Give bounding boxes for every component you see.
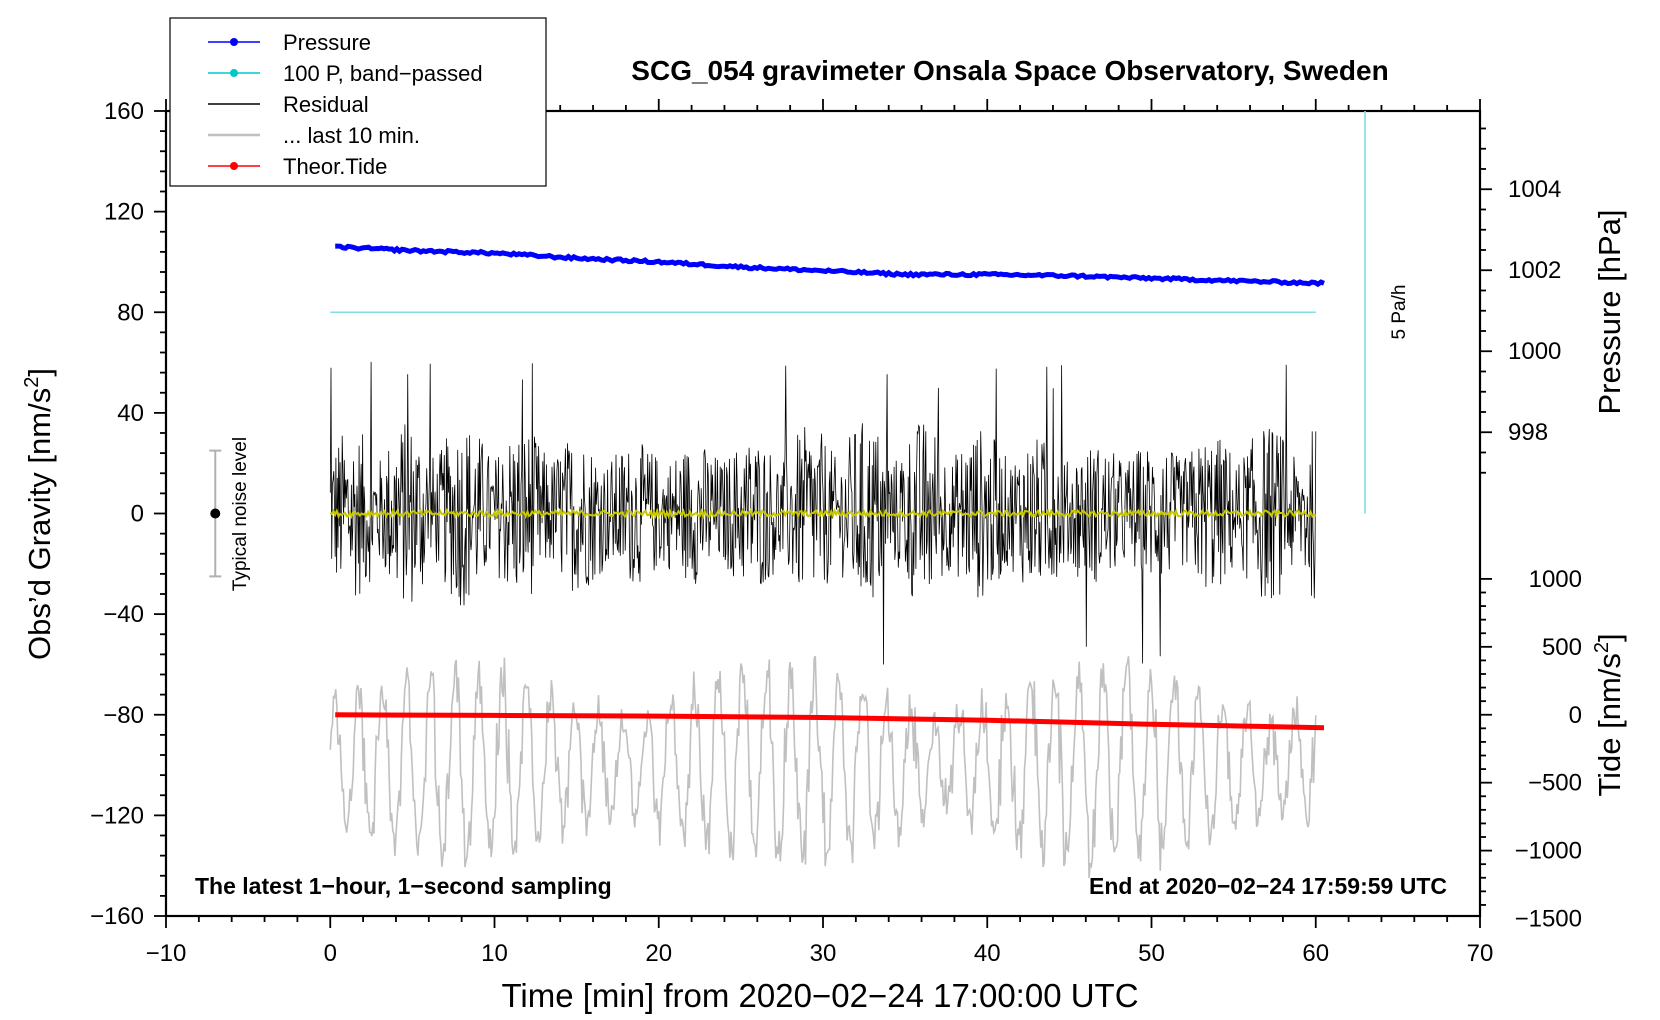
y-axis-label-left-end: ]: [22, 368, 57, 377]
y-axis-label-left: Obs’d Gravity [nm/s2]: [21, 368, 57, 660]
tide-tick-label: −1500: [1515, 906, 1582, 933]
series-layer: [209, 111, 1366, 879]
legend-entry-label: 100 P, band−passed: [283, 61, 483, 86]
noise-bar-center-dot: [210, 508, 221, 519]
noise-level-label: Typical noise level: [230, 437, 251, 591]
pressure-series-line: [335, 243, 1325, 288]
y-tick-label: 120: [104, 199, 144, 226]
y-tick-label: 40: [117, 400, 144, 427]
last-10-min-series-line: [329, 655, 1317, 879]
chart-title: SCG_054 gravimeter Onsala Space Observat…: [631, 55, 1388, 86]
legend-box: [169, 17, 547, 187]
rate-label: 5 Pa/h: [1389, 285, 1410, 340]
legend-entry-label: Residual: [283, 92, 369, 117]
y-tick-label: 160: [104, 98, 144, 125]
legend-entry-label: Pressure: [283, 30, 371, 55]
y-axis-label-left-sup: 2: [21, 377, 43, 388]
legend-entry-label: ... last 10 min.: [283, 123, 420, 148]
axes-layer: −10 0 10 20 30 40 50 60 70 160 120 80 40 0 −40 −80 −120 −…: [90, 98, 1582, 967]
legend-entry-label: Theor.Tide: [283, 154, 387, 179]
x-tick-label: 0: [324, 940, 337, 967]
x-tick-label: 20: [645, 940, 672, 967]
y-tick-label: −160: [90, 903, 144, 930]
pressure-axis-label: Pressure [hPa]: [1592, 209, 1627, 414]
legend-swatch-marker: [230, 38, 238, 46]
tide-tick-label: −500: [1528, 770, 1582, 797]
pressure-tick-label: 1004: [1508, 176, 1561, 203]
tide-tick-label: −1000: [1515, 838, 1582, 865]
legend-swatch-marker: [230, 69, 238, 77]
tide-series-line: [335, 712, 1325, 731]
pressure-tick-label: 1000: [1508, 338, 1561, 365]
y-tick-label: −40: [103, 601, 144, 628]
residual-smoothed-series-line: [329, 507, 1317, 520]
x-tick-label: 50: [1138, 940, 1165, 967]
tide-axis-label: Tide [nm/s2]: [1591, 633, 1627, 796]
tide-tick-label: 1000: [1529, 566, 1582, 593]
x-tick-label: 70: [1467, 940, 1494, 967]
x-tick-label: −10: [146, 940, 187, 967]
annotation-end-time: End at 2020−02−24 17:59:59 UTC: [1089, 873, 1447, 899]
x-tick-label: 40: [974, 940, 1001, 967]
legend-swatch-marker: [230, 162, 238, 170]
y-tick-label: 0: [131, 501, 144, 528]
pressure-tick-label: 1002: [1508, 257, 1561, 284]
y-tick-label: −80: [103, 702, 144, 729]
tide-tick-label: 0: [1569, 702, 1582, 729]
y-tick-label: −120: [90, 802, 144, 829]
x-tick-label: 60: [1302, 940, 1329, 967]
x-tick-label: 30: [810, 940, 837, 967]
pressure-tick-label: 998: [1508, 419, 1548, 446]
residual-series-line: [329, 361, 1317, 665]
legend: Pressure 100 P, band−passed Residual ... la…: [169, 17, 547, 187]
annotation-latest-hour: The latest 1−hour, 1−second sampling: [195, 873, 612, 899]
x-axis-label: Time [min] from 2020−02−24 17:00:00 UTC: [501, 977, 1138, 1014]
tide-tick-label: 500: [1542, 634, 1582, 661]
x-tick-label: 10: [481, 940, 508, 967]
y-tick-label: 80: [117, 299, 144, 326]
tide-axis-label-end: ]: [1592, 633, 1627, 642]
tide-axis-label-sup: 2: [1591, 642, 1613, 653]
